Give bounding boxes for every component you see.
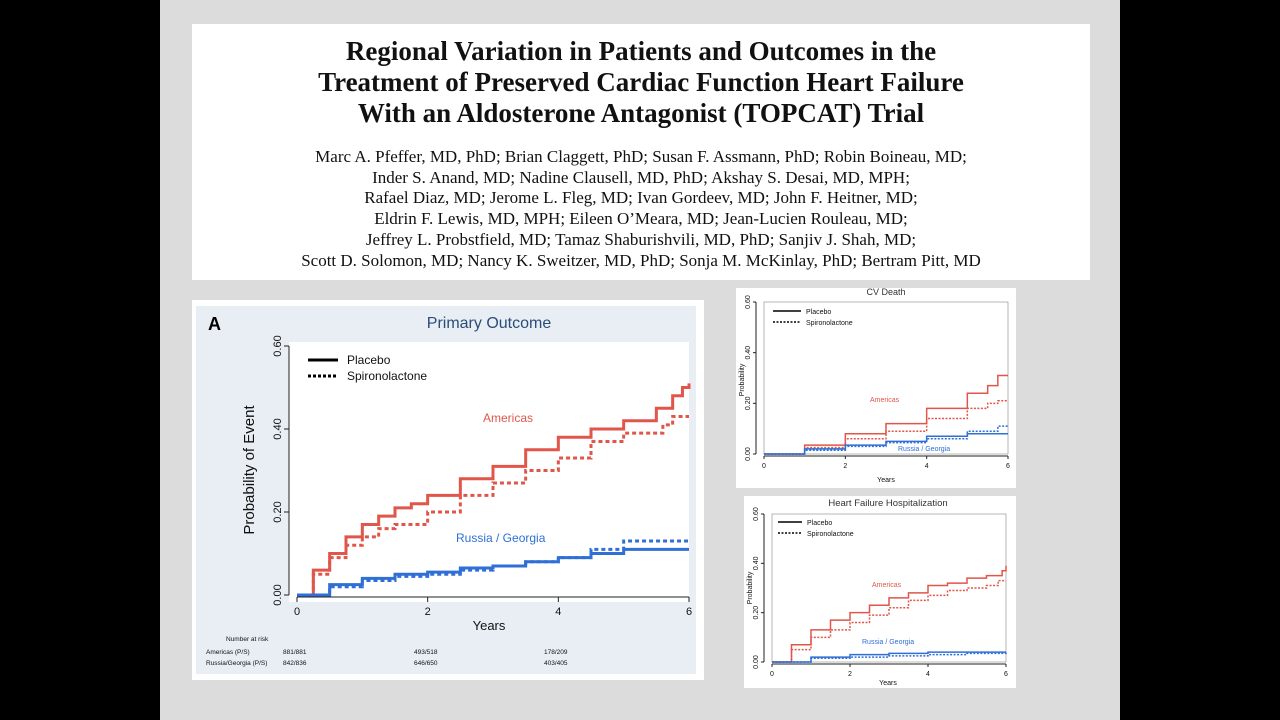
y-axis-label: Probability [747, 571, 754, 604]
author-line: Jeffrey L. Probstfield, MD; Tamaz Shabur… [365, 229, 917, 249]
risk-row-label: Americas (P/S) [206, 649, 250, 656]
title-line: With an Aldosterone Antagonist (TOPCAT) … [357, 98, 925, 128]
y-tick-label: 0.20 [753, 606, 760, 620]
risk-cell: 881/881 [283, 649, 307, 656]
x-axis-label: Years [473, 618, 506, 633]
chart-title: Heart Failure Hospitalization [828, 498, 947, 509]
risk-cell: 493/518 [414, 649, 438, 656]
risk-cell: 403/405 [544, 660, 568, 667]
y-axis-label: Probability [739, 363, 746, 396]
series-line-americas-spironolactone [297, 415, 689, 597]
y-tick-label: 0.20 [745, 396, 752, 410]
author-line: Inder S. Anand, MD; Nadine Clausell, MD,… [372, 167, 910, 187]
y-tick-label: 0.20 [272, 501, 284, 522]
series-line-russia_georgia-placebo [764, 432, 1008, 455]
americas-annotation: Americas [872, 582, 902, 589]
series-line-americas-placebo [772, 565, 1007, 663]
legend: Placebo Spironolactone [773, 309, 853, 327]
primary-outcome-panel: A Primary Outcome Years Probability of E… [192, 300, 704, 680]
series-group [764, 374, 1008, 455]
series-line-americas-placebo [764, 374, 1008, 455]
axes: 0 2 4 6 0.00 0.20 0.40 0.60 [272, 335, 692, 618]
series-line-russia_georgia-spironolactone [297, 538, 691, 597]
risk-table-header: Number at risk [226, 636, 269, 643]
x-tick-label: 6 [1004, 671, 1008, 678]
y-tick-label: 0.40 [272, 418, 284, 439]
paper-header: Regional Variation in Patients and Outco… [192, 24, 1090, 280]
author-list: Marc A. Pfeffer, MD, PhD; Brian Claggett… [192, 147, 1090, 271]
hf-hospitalization-panel: Heart Failure Hospitalization Years Prob… [744, 496, 1016, 688]
plot-frame [763, 301, 1009, 455]
axes: 0 2 4 6 0.00 0.20 0.40 0.60 [745, 295, 1010, 470]
x-tick-label: 6 [686, 606, 692, 618]
x-tick-label: 2 [848, 671, 852, 678]
risk-table: Number at risk Americas (P/S) 881/881 49… [206, 636, 568, 667]
title-line: Regional Variation in Patients and Outco… [345, 36, 937, 66]
series-line-americas-placebo [297, 383, 691, 597]
paper-title: Regional Variation in Patients and Outco… [212, 36, 1070, 129]
y-tick-label: 0.00 [753, 655, 760, 669]
chart-title: CV Death [866, 288, 905, 297]
chart-title: Primary Outcome [427, 315, 552, 332]
series-line-americas-spironolactone [764, 400, 1008, 455]
x-tick-label: 2 [843, 463, 847, 470]
russia-georgia-annotation: Russia / Georgia [898, 446, 950, 453]
x-tick-label: 2 [425, 606, 431, 618]
risk-cell: 178/209 [544, 649, 568, 656]
author-line: Marc A. Pfeffer, MD, PhD; Brian Claggett… [315, 147, 967, 166]
x-tick-label: 0 [762, 463, 766, 470]
risk-cell: 646/650 [414, 660, 438, 667]
russia-georgia-annotation: Russia / Georgia [862, 639, 914, 646]
y-tick-label: 0.60 [745, 295, 752, 309]
x-tick-label: 4 [925, 463, 929, 470]
x-tick-label: 0 [770, 671, 774, 678]
cv-death-panel: CV Death Years Probability 0 2 4 6 0.00 0.20 0… [736, 287, 1016, 488]
x-tick-label: 0 [294, 606, 300, 618]
risk-cell: 842/836 [283, 660, 307, 667]
series-group [297, 383, 691, 597]
y-tick-label: 0.00 [272, 584, 284, 605]
plot-frame [771, 513, 1007, 663]
y-tick-label: 0.60 [272, 335, 284, 356]
y-tick-label: 0.60 [753, 507, 760, 521]
legend-placebo: Placebo [806, 309, 831, 316]
x-axis-label: Years [877, 477, 895, 484]
americas-annotation: Americas [870, 397, 900, 404]
legend-spironolactone: Spironolactone [807, 531, 854, 538]
title-line: Treatment of Preserved Cardiac Function … [318, 67, 964, 97]
y-tick-label: 0.40 [753, 556, 760, 570]
series-group [772, 565, 1007, 663]
x-tick-label: 6 [1006, 463, 1010, 470]
primary-outcome-chart: A Primary Outcome Years Probability of E… [206, 314, 692, 667]
x-tick-label: 4 [926, 671, 930, 678]
y-tick-label: 0.40 [745, 346, 752, 360]
legend-spironolactone: Spironolactone [347, 369, 427, 383]
legend-placebo: Placebo [347, 353, 391, 367]
hf-hospitalization-chart: Heart Failure Hospitalization Years Prob… [747, 498, 1008, 687]
author-line: Eldrin F. Lewis, MD, MPH; Eileen O’Meara… [374, 209, 908, 229]
risk-row-label: Russia/Georgia (P/S) [206, 660, 267, 667]
russia-georgia-annotation: Russia / Georgia [456, 531, 546, 545]
axes: 0 2 4 6 0.00 0.20 0.40 0.60 [753, 507, 1008, 678]
author-line: Scott D. Solomon, MD; Nancy K. Sweitzer,… [301, 250, 981, 270]
cv-death-chart: CV Death Years Probability 0 2 4 60.000.200… [739, 287, 1010, 484]
panel-letter: A [208, 314, 221, 334]
primary-outcome-plot-area: A Primary Outcome Years Probability of E… [196, 306, 696, 674]
y-tick-label: 0.00 [745, 447, 752, 461]
americas-annotation: Americas [483, 411, 533, 425]
plot-region [289, 342, 689, 602]
series-line-americas-spironolactone [772, 579, 1006, 663]
x-axis-label: Years [879, 680, 897, 687]
legend-spironolactone: Spironolactone [806, 320, 853, 327]
x-tick-label: 4 [555, 606, 561, 618]
y-axis-label: Probability of Event [241, 405, 258, 535]
legend: Placebo Spironolactone [778, 520, 854, 538]
legend-placebo: Placebo [807, 520, 832, 527]
author-line: Rafael Diaz, MD; Jerome L. Fleg, MD; Iva… [364, 188, 918, 208]
legend: Placebo Spironolactone [308, 353, 427, 383]
series-line-russia_georgia-spironolactone [772, 652, 1007, 663]
